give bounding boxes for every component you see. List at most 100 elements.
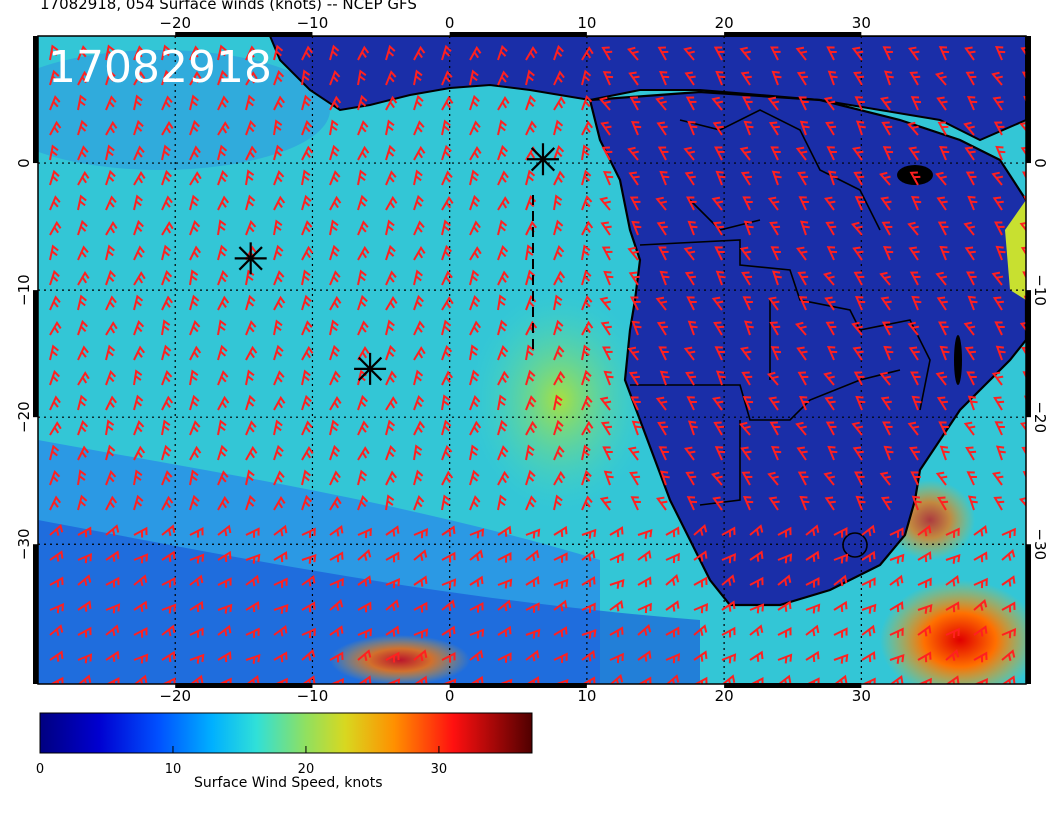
wind-barb xyxy=(827,170,838,186)
wind-barb xyxy=(879,371,892,386)
wind-barb xyxy=(684,271,697,286)
wind-barb xyxy=(105,269,116,286)
wind-barb xyxy=(935,471,948,486)
wind-barb xyxy=(628,171,640,186)
wind-barb xyxy=(627,246,640,261)
wind-barb xyxy=(936,196,948,211)
wind-barb xyxy=(798,196,809,211)
wind-barb xyxy=(77,170,90,186)
wind-barb xyxy=(824,196,836,211)
wind-barb xyxy=(665,552,680,564)
wind-barb xyxy=(469,495,481,511)
wind-barb xyxy=(329,295,342,311)
wind-barb xyxy=(329,577,344,589)
wind-barb xyxy=(851,421,864,436)
wind-barb xyxy=(882,246,894,261)
wind-barb xyxy=(469,220,481,236)
wind-barb xyxy=(910,471,921,486)
wind-barb xyxy=(133,553,149,564)
wind-barb xyxy=(799,220,810,236)
wind-barb xyxy=(189,674,204,684)
wind-barb xyxy=(189,269,199,286)
wind-barb xyxy=(441,419,452,436)
asterisk-marker xyxy=(354,352,387,385)
wind-barb xyxy=(469,169,479,186)
wind-barb xyxy=(740,346,752,361)
wind-barb xyxy=(823,96,836,111)
wind-barb xyxy=(637,550,652,562)
wind-barb xyxy=(77,119,88,136)
wind-barb xyxy=(189,469,199,486)
wind-barb xyxy=(357,548,372,561)
wind-barb xyxy=(469,294,481,311)
wind-barb xyxy=(525,649,540,662)
frame-bar-left xyxy=(33,544,38,684)
wind-barb xyxy=(742,396,754,411)
wind-barb xyxy=(963,321,976,336)
wind-barb xyxy=(133,119,144,136)
wind-barb xyxy=(441,551,456,563)
wind-barb xyxy=(600,421,613,436)
wind-barb xyxy=(600,321,612,336)
frame-bar-bottom xyxy=(175,683,313,688)
wind-barb xyxy=(497,652,512,663)
wind-barb xyxy=(769,421,781,436)
wind-barb xyxy=(658,71,670,86)
wind-barb xyxy=(469,420,482,436)
wind-barb xyxy=(879,471,892,486)
wind-barb xyxy=(217,219,227,236)
wind-barb xyxy=(770,146,781,161)
map-title: 17082918, 054 Surface winds (knots) -- N… xyxy=(40,0,417,13)
wind-barb xyxy=(581,269,592,286)
wind-barb xyxy=(795,46,808,61)
wind-barb xyxy=(627,446,640,461)
wind-barb xyxy=(630,121,642,136)
wind-barb xyxy=(385,470,398,486)
wind-barb xyxy=(357,294,368,311)
wind-barb xyxy=(469,369,480,386)
wind-barb xyxy=(441,95,454,111)
wind-barb xyxy=(749,550,764,562)
wind-barb xyxy=(413,269,423,286)
wind-barb xyxy=(385,70,397,86)
wind-barb xyxy=(301,345,314,361)
wind-barb xyxy=(833,574,848,587)
wind-barb xyxy=(967,495,978,511)
wind-barb xyxy=(469,649,484,662)
wind-barb xyxy=(245,653,261,664)
wind-barb xyxy=(77,394,88,411)
wind-barb xyxy=(1021,446,1026,461)
wind-barb xyxy=(889,527,904,538)
wind-barb xyxy=(497,419,508,436)
wind-barb xyxy=(301,45,314,61)
wind-barb xyxy=(245,194,256,211)
wind-barb xyxy=(245,294,256,311)
wind-barb xyxy=(687,220,698,236)
wind-barb xyxy=(991,171,1004,186)
wind-barb xyxy=(161,419,171,436)
wind-barb xyxy=(687,320,698,336)
wind-barb xyxy=(525,444,535,461)
wind-barb xyxy=(655,396,668,411)
wind-barb xyxy=(602,346,613,361)
wind-barb xyxy=(853,171,865,186)
frame-bar-top xyxy=(175,32,313,37)
wind-barb xyxy=(189,194,200,211)
wind-barb xyxy=(77,653,93,664)
wind-barb xyxy=(739,46,752,61)
wind-barb xyxy=(908,446,921,461)
wind-barb xyxy=(601,146,613,161)
wind-barb xyxy=(301,420,313,436)
wind-barb xyxy=(742,496,754,511)
wind-barb xyxy=(469,549,484,562)
wind-barb xyxy=(908,46,920,61)
wind-barb xyxy=(105,470,117,486)
wind-barb xyxy=(161,221,174,236)
wind-barb xyxy=(357,527,372,539)
wind-barb xyxy=(49,602,64,614)
wind-barb xyxy=(656,321,669,336)
wind-barb xyxy=(273,603,289,614)
wind-barb xyxy=(1020,246,1026,261)
wind-barb xyxy=(938,321,949,336)
wind-barb xyxy=(861,577,876,588)
